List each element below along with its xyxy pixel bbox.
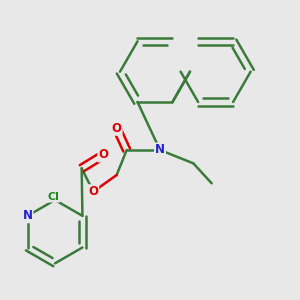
Text: O: O: [98, 148, 108, 161]
Text: O: O: [88, 185, 98, 198]
Text: N: N: [155, 143, 165, 157]
Text: N: N: [22, 209, 33, 222]
Text: Cl: Cl: [47, 192, 59, 202]
Text: O: O: [112, 122, 122, 135]
